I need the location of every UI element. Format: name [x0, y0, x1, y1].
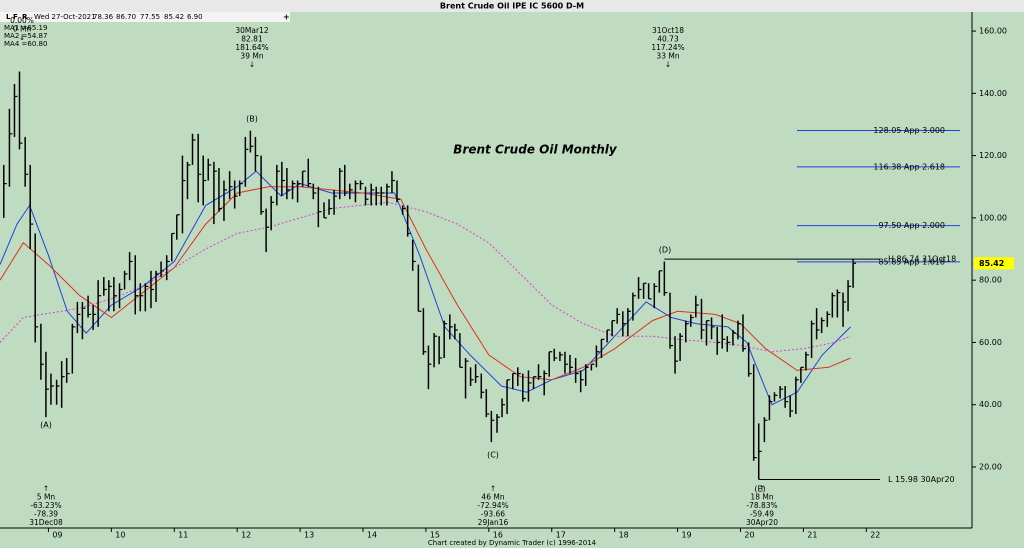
level-label: 128.05 App 3.000 [873, 126, 945, 135]
annotation: 0.00% [10, 16, 34, 25]
y-tick-label: 100.00 [979, 213, 1007, 222]
level-label: 97.50 App 2.000 [878, 221, 945, 230]
annotation: ↓ [665, 60, 671, 69]
toolbar-item: 77.55 [140, 13, 160, 21]
x-tick-label: 10 [115, 531, 125, 540]
annotation: 31Dec08 [29, 518, 63, 527]
x-tick-label: 14 [367, 531, 377, 540]
annotation: 40.73 [657, 35, 679, 44]
annotation: -59.49 [750, 510, 774, 519]
hl-label: H 86.74 31Oct18 [888, 255, 956, 264]
annotation: ↓ [19, 33, 25, 42]
annotation: 82.81 [241, 35, 263, 44]
annotation: -78.39 [34, 510, 58, 519]
annotation: 117.24% [651, 43, 684, 52]
last-price-tag [974, 257, 1014, 270]
toolbar-item: 85.42 [164, 13, 184, 21]
wave-label: (B) [246, 115, 258, 124]
legend-entry: MA4 =60.80 [4, 40, 47, 48]
ma-line [0, 170, 851, 406]
toolbar-item: Wed 27-Oct-2021 [34, 13, 96, 21]
window-title: Brent Crude Oil IPE IC 5600 D-M [440, 2, 584, 11]
annotation: -72.94% [477, 501, 508, 510]
hl-label: L 15.98 30Apr20 [888, 475, 955, 484]
annotation: 33 Mn [656, 52, 679, 61]
x-tick-label: 09 [52, 531, 62, 540]
wave-label: (C) [487, 451, 499, 460]
y-tick-label: 140.00 [979, 89, 1007, 98]
annotation: 181.64% [235, 43, 268, 52]
annotation: ↑ [759, 484, 765, 493]
annotation: 29Jan16 [478, 518, 509, 527]
legend-entry: MA1 =65.19 [4, 24, 47, 32]
last-price-label: 85.42 [979, 259, 1004, 268]
annotation: 5 Mn [37, 493, 56, 502]
annotation: 0 Mn [13, 25, 32, 34]
toolbar-item: L [6, 13, 11, 21]
toolbar-item: 86.70 [116, 13, 136, 21]
annotation: ↑ [490, 484, 496, 493]
x-tick-label: 12 [241, 531, 251, 540]
y-tick-label: 160.00 [979, 27, 1007, 36]
toolbar-item: 78.36 [93, 13, 114, 21]
annotation: -63.23% [30, 501, 61, 510]
y-tick-label: 60.00 [979, 338, 1002, 347]
y-tick-label: 120.00 [979, 151, 1007, 160]
x-tick-label: 16 [493, 531, 503, 540]
annotation: 39 Mn [240, 52, 263, 61]
legend-entry: MA2 =54.87 [4, 32, 47, 40]
x-tick-label: 17 [556, 531, 566, 540]
annotation: -78.83% [746, 501, 777, 510]
annotation: 31Oct18 [652, 26, 684, 35]
x-tick-label: 11 [178, 531, 188, 540]
toolbar-item: F [13, 13, 18, 21]
wave-label: (A) [40, 421, 52, 430]
ma-line [0, 201, 851, 353]
footer: Chart created by Dynamic Trader (c) 1996… [428, 539, 597, 547]
annotation: ↓ [249, 60, 255, 69]
title-bar [0, 0, 1024, 12]
x-tick-label: 19 [681, 531, 691, 540]
chart-title: Brent Crude Oil Monthly [453, 143, 618, 157]
x-tick-label: 21 [807, 531, 817, 540]
x-tick-label: 18 [619, 531, 629, 540]
level-label: 116.38 App 2.618 [873, 162, 945, 171]
y-tick-label: 80.00 [979, 276, 1002, 285]
toolbar-item: R [22, 13, 28, 21]
annotation: -93.66 [481, 510, 505, 519]
y-tick-label: 20.00 [979, 462, 1002, 471]
x-tick-label: 15 [430, 531, 440, 540]
x-tick-label: 20 [744, 531, 754, 540]
toolbar-plus[interactable]: + [283, 13, 290, 22]
ma-line [0, 186, 851, 381]
annotation: 18 Mn [750, 493, 773, 502]
level-label: 85.85 App 1.618 [878, 257, 945, 266]
y-tick-label: 40.00 [979, 400, 1002, 409]
annotation: ↑ [43, 484, 49, 493]
toolbar [0, 12, 290, 22]
annotation: 46 Mn [481, 493, 504, 502]
annotation: 30Mar12 [235, 26, 268, 35]
x-tick-label: 13 [304, 531, 314, 540]
wave-label: (D) [659, 246, 671, 255]
x-tick-label: 22 [870, 531, 880, 540]
annotation: 30Apr20 [746, 518, 778, 527]
wave-label: (E) [754, 485, 765, 494]
toolbar-item: 6.90 [187, 13, 203, 21]
